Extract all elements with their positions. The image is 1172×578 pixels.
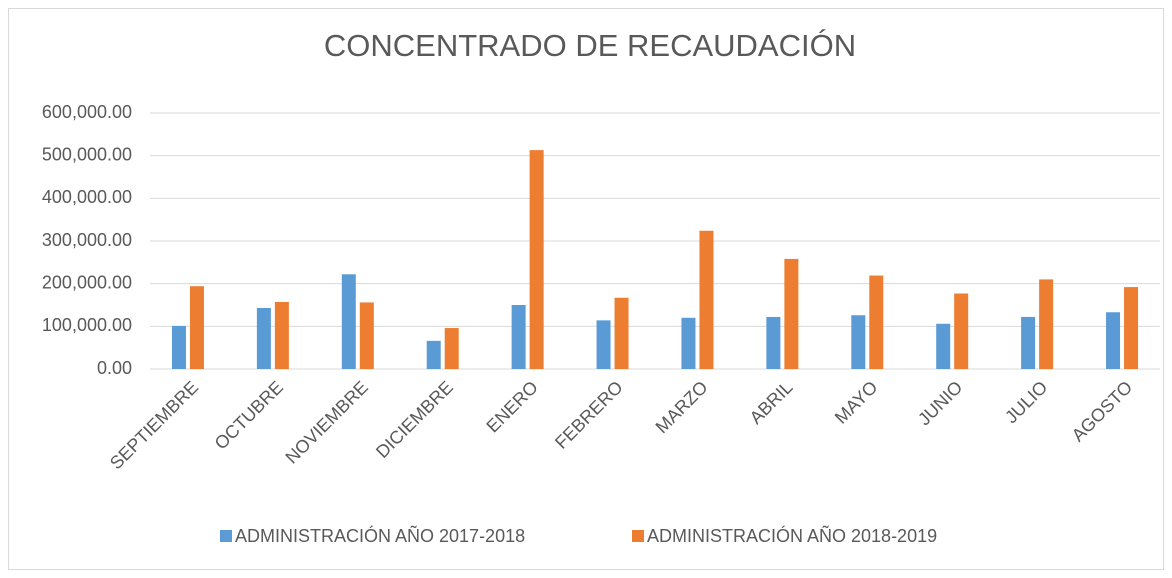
bar: [341, 274, 356, 369]
legend-swatch: [632, 530, 644, 542]
bar: [511, 305, 526, 369]
y-tick-label: 0.00: [97, 358, 132, 378]
legend-swatch: [220, 530, 232, 542]
chart-title: CONCENTRADO DE RECAUDACIÓN: [324, 28, 856, 63]
bar: [426, 340, 441, 369]
y-tick-label: 100,000.00: [42, 315, 132, 335]
bar: [596, 320, 611, 369]
bar: [851, 315, 866, 369]
bar: [699, 230, 714, 369]
legend-label: ADMINISTRACIÓN AÑO 2018-2019: [647, 525, 937, 546]
legend-label: ADMINISTRACIÓN AÑO 2017-2018: [235, 525, 525, 546]
bar: [359, 302, 374, 369]
bar: [766, 316, 781, 369]
y-tick-label: 200,000.00: [42, 272, 132, 292]
bar: [1021, 316, 1036, 369]
bar: [869, 275, 884, 369]
bar: [784, 258, 799, 369]
y-tick-label: 500,000.00: [42, 144, 132, 164]
bar: [1039, 279, 1054, 369]
y-tick-label: 600,000.00: [42, 102, 132, 122]
bar: [681, 317, 696, 369]
bar: [529, 150, 544, 369]
bar: [1106, 312, 1121, 369]
bar: [614, 297, 629, 369]
bar: [1124, 287, 1139, 369]
bar: [189, 286, 204, 369]
bar: [256, 307, 271, 369]
bar: [954, 293, 969, 369]
bar: [444, 328, 459, 369]
bar: [171, 325, 186, 369]
chart-border: [8, 8, 1164, 570]
bar: [274, 302, 289, 369]
bar: [936, 323, 951, 369]
y-tick-label: 400,000.00: [42, 187, 132, 207]
y-tick-label: 300,000.00: [42, 230, 132, 250]
